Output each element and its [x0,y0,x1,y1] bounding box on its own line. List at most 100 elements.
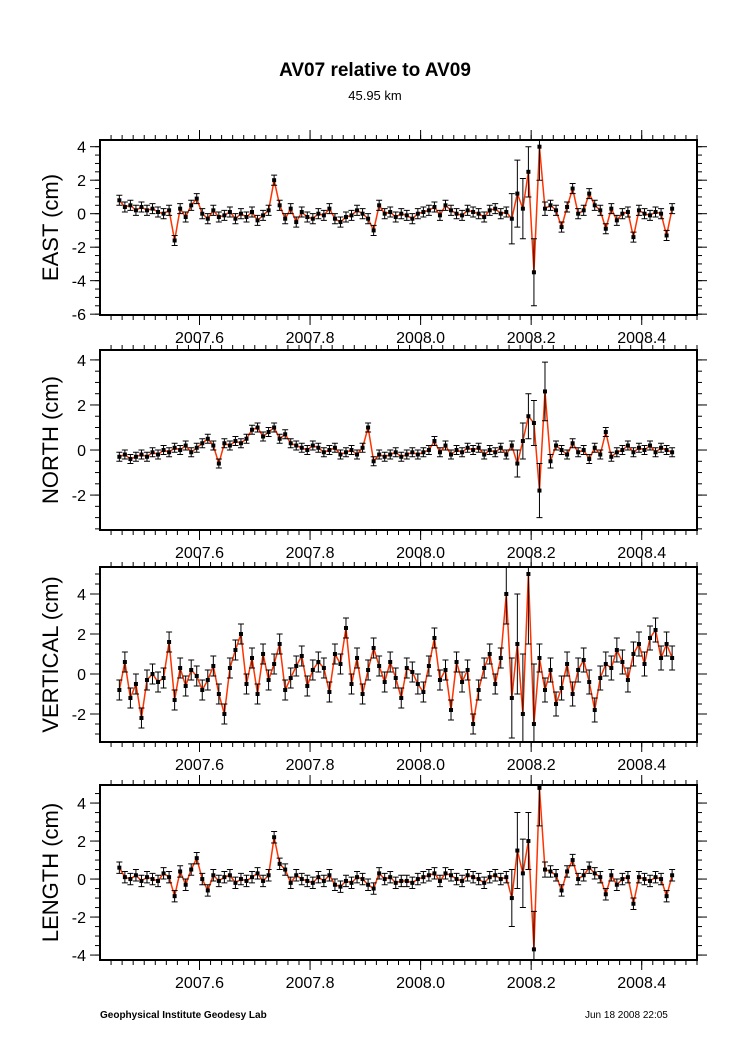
data-point [294,220,299,225]
data-point [205,216,210,221]
data-point [117,454,122,459]
data-point [410,450,415,455]
data-point [233,439,238,444]
data-point [261,213,266,218]
data-point [250,210,255,215]
data-point [570,858,575,863]
panel-frame [99,349,698,531]
data-point [122,660,127,664]
data-point [437,450,442,455]
data-point [399,696,404,700]
data-point [565,869,570,874]
data-point [493,873,498,878]
data-point [487,448,492,453]
data-point [587,865,592,870]
chart-subtitle: 45.95 km [348,88,402,103]
data-point [388,875,393,880]
data-point [587,457,592,462]
data-point [498,211,503,216]
data-point [565,452,570,457]
data-point [150,877,155,882]
data-point [515,461,520,466]
data-point [305,448,310,453]
data-point [493,682,498,686]
data-point [321,878,326,883]
data-point [476,211,481,216]
y-tick-label: 0 [77,872,86,889]
data-point [316,211,321,216]
data-point [393,215,398,220]
x-tick-label: 2008.2 [507,545,556,562]
data-point [531,270,536,275]
data-point [548,459,553,464]
data-point [614,218,619,223]
data-point [139,204,144,209]
data-point [636,445,641,450]
data-point [603,662,608,666]
data-point [128,203,133,208]
y-tick-label: -2 [72,240,86,257]
data-point [415,452,420,457]
data-point [343,878,348,883]
data-point [250,656,255,660]
data-point [211,664,216,668]
data-point [227,210,232,215]
data-point [581,448,586,453]
data-point [338,452,343,457]
data-point [576,450,581,455]
data-point [227,873,232,878]
data-point [548,668,553,672]
panel-1: 2007.6 2007.8 2008.0 2008.2 2008.4 -2 0 2 4 NORTH… [38,340,707,562]
data-point [327,690,332,694]
y-tick-label: 0 [77,207,86,224]
data-point [283,432,288,437]
data-point [399,454,404,459]
data-point [227,443,232,448]
data-point [625,443,630,448]
data-point [498,877,503,882]
data-point [659,656,664,660]
data-point [178,869,183,874]
x-tick-label: 2008.0 [396,545,445,562]
x-tick-label: 2007.6 [175,975,224,992]
data-point [576,211,581,216]
x-tick-label: 2008.0 [396,757,445,774]
data-point [653,450,658,455]
data-point [283,688,288,692]
data-point [250,427,255,432]
data-point [493,450,498,455]
data-point [156,452,161,457]
data-point [393,880,398,885]
data-point [355,656,360,660]
data-point [294,664,299,668]
data-point [294,873,299,878]
data-point [421,450,426,455]
data-point [603,892,608,897]
data-point [299,877,304,882]
y-tick-label: 0 [77,667,86,684]
series-line [118,573,673,725]
data-point [592,445,597,450]
data-point [509,216,514,221]
data-point [399,878,404,883]
data-point [371,886,376,891]
data-point [460,213,465,218]
data-point [128,457,133,462]
data-point [471,875,476,880]
data-point [542,867,547,872]
data-point [343,626,348,630]
data-point [465,445,470,450]
data-point [659,445,664,450]
data-point [349,448,354,453]
data-point [233,880,238,885]
data-point [609,206,614,211]
data-point [520,206,525,211]
data-point [454,660,459,664]
data-point [194,196,199,201]
data-point [327,448,332,453]
data-point [377,664,382,668]
data-point [255,692,260,696]
data-point [150,450,155,455]
y-tick-label: -2 [72,488,86,505]
data-point [636,642,641,646]
